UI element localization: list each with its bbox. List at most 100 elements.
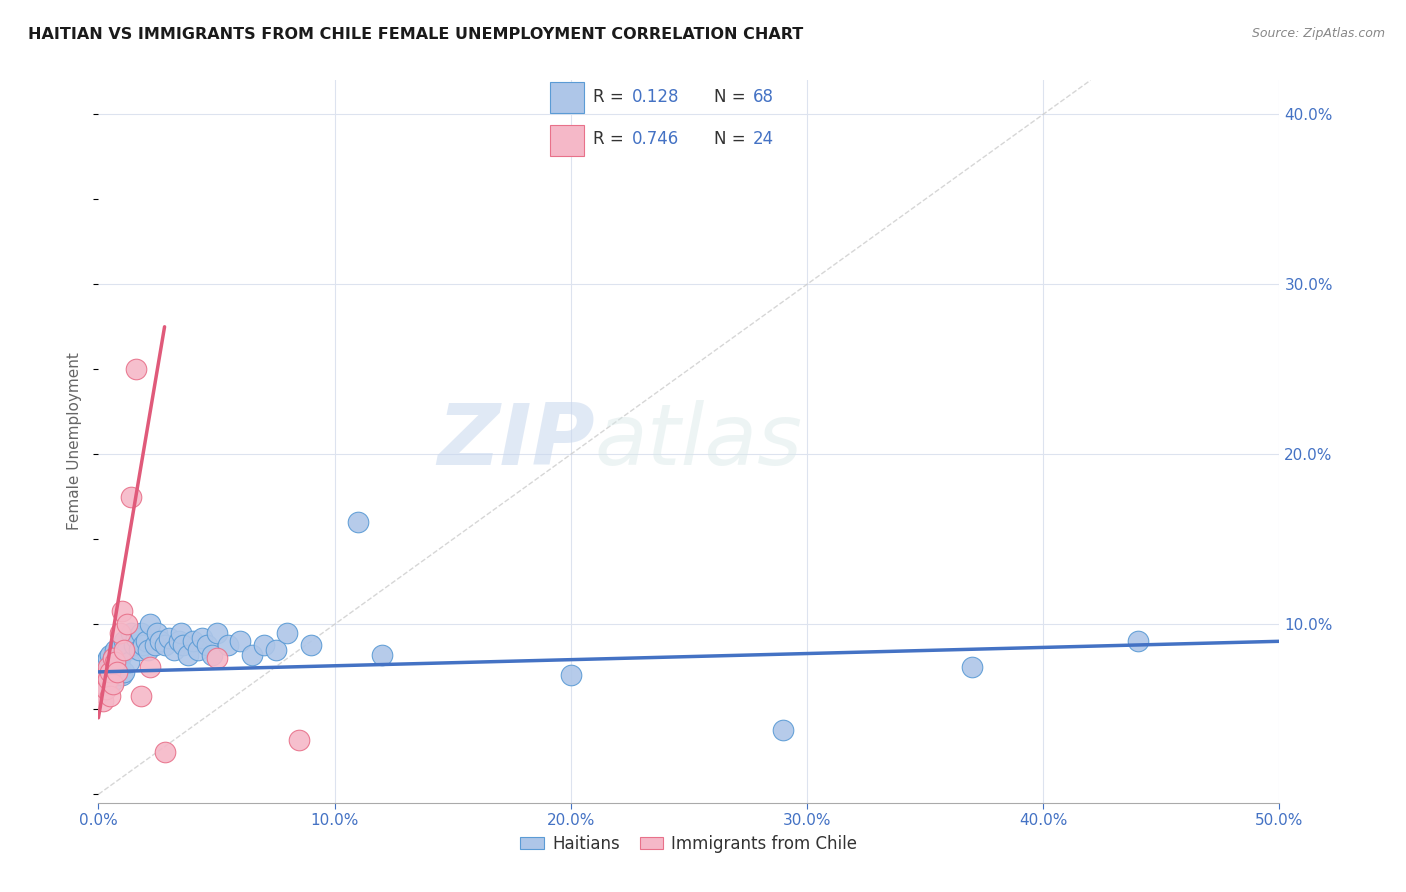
Point xyxy=(108,651,131,665)
Text: HAITIAN VS IMMIGRANTS FROM CHILE FEMALE UNEMPLOYMENT CORRELATION CHART: HAITIAN VS IMMIGRANTS FROM CHILE FEMALE … xyxy=(28,27,803,42)
Point xyxy=(129,625,152,640)
Point xyxy=(98,648,121,662)
Point xyxy=(91,694,114,708)
Point xyxy=(181,634,204,648)
FancyBboxPatch shape xyxy=(550,82,583,112)
Point xyxy=(167,634,190,648)
Point xyxy=(94,655,117,669)
FancyBboxPatch shape xyxy=(550,125,583,156)
Point xyxy=(217,638,239,652)
Point xyxy=(139,617,162,632)
Point xyxy=(98,677,121,691)
Point xyxy=(772,723,794,737)
Point xyxy=(153,745,176,759)
Point xyxy=(112,665,135,679)
Point xyxy=(195,638,218,652)
Point xyxy=(105,668,128,682)
Point xyxy=(121,490,143,504)
Point xyxy=(105,665,128,679)
Point xyxy=(98,660,121,674)
Point xyxy=(101,655,124,669)
Point xyxy=(91,677,114,691)
Point xyxy=(172,638,194,652)
Point xyxy=(111,668,134,682)
Point xyxy=(157,631,180,645)
Point xyxy=(125,362,148,376)
Point xyxy=(115,617,138,632)
Point xyxy=(118,655,141,669)
Point xyxy=(125,631,148,645)
Point xyxy=(101,651,124,665)
Point xyxy=(299,638,322,652)
Point xyxy=(98,668,121,682)
Point xyxy=(139,660,162,674)
Point xyxy=(90,665,112,679)
Point xyxy=(962,660,984,674)
Text: R =: R = xyxy=(593,130,628,148)
Point xyxy=(205,625,228,640)
Point xyxy=(240,648,263,662)
Point xyxy=(94,681,117,696)
Point xyxy=(98,665,121,679)
Point xyxy=(170,625,193,640)
Point xyxy=(91,672,114,686)
Point xyxy=(97,651,120,665)
Text: 68: 68 xyxy=(754,88,773,106)
Point xyxy=(101,665,124,679)
Point xyxy=(149,634,172,648)
Point xyxy=(177,648,200,662)
Point xyxy=(205,651,228,665)
Point xyxy=(101,651,124,665)
Point xyxy=(153,638,176,652)
Text: N =: N = xyxy=(714,88,751,106)
Point xyxy=(560,668,582,682)
Point xyxy=(229,634,252,648)
Point xyxy=(104,642,127,657)
Point xyxy=(94,668,117,682)
Point xyxy=(288,732,311,747)
Point xyxy=(98,689,121,703)
Point xyxy=(122,638,145,652)
Point xyxy=(201,648,224,662)
Point xyxy=(115,642,138,657)
Point xyxy=(128,642,150,657)
Point xyxy=(371,648,394,662)
Text: ZIP: ZIP xyxy=(437,400,595,483)
Point xyxy=(90,685,112,699)
Point xyxy=(276,625,298,640)
Point xyxy=(143,638,166,652)
Point xyxy=(347,516,370,530)
Point xyxy=(146,625,169,640)
Text: Source: ZipAtlas.com: Source: ZipAtlas.com xyxy=(1251,27,1385,40)
Point xyxy=(104,655,127,669)
Y-axis label: Female Unemployment: Female Unemployment xyxy=(67,352,83,531)
Point xyxy=(132,638,155,652)
Point xyxy=(105,655,128,669)
Point xyxy=(104,672,127,686)
Text: 0.746: 0.746 xyxy=(633,130,679,148)
Text: R =: R = xyxy=(593,88,628,106)
Point xyxy=(108,660,131,674)
Legend: Haitians, Immigrants from Chile: Haitians, Immigrants from Chile xyxy=(513,828,865,860)
Point xyxy=(111,604,134,618)
Point xyxy=(94,677,117,691)
Point xyxy=(253,638,276,652)
Point xyxy=(112,634,135,648)
Point xyxy=(108,625,131,640)
Point xyxy=(264,642,287,657)
Point xyxy=(91,660,114,674)
Point xyxy=(191,631,214,645)
Point xyxy=(111,638,134,652)
Point xyxy=(112,642,135,657)
Text: N =: N = xyxy=(714,130,751,148)
Point xyxy=(136,642,159,657)
Point xyxy=(97,665,120,679)
Point xyxy=(97,660,120,674)
Point xyxy=(97,672,120,686)
Point xyxy=(97,672,120,686)
Point xyxy=(187,642,209,657)
Text: atlas: atlas xyxy=(595,400,803,483)
Point xyxy=(1126,634,1149,648)
Point xyxy=(135,634,157,648)
Text: 24: 24 xyxy=(754,130,775,148)
